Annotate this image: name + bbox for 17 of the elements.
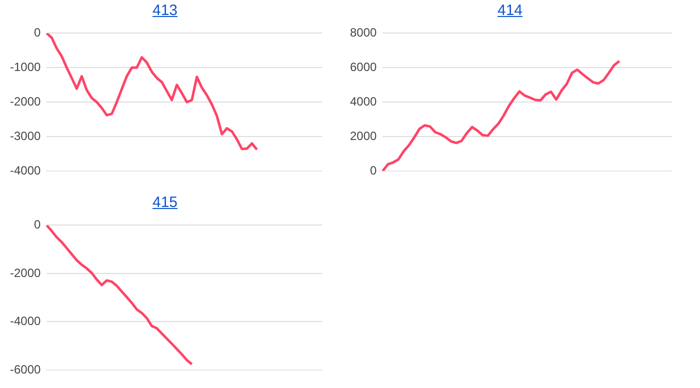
y-tick-label: 0 xyxy=(370,163,378,178)
y-tick-label: -3000 xyxy=(10,128,42,143)
y-tick-label: 8000 xyxy=(350,26,378,40)
y-tick-label: -2000 xyxy=(10,94,42,108)
y-tick-label: -4000 xyxy=(10,163,42,178)
y-tick-label: 2000 xyxy=(350,128,378,143)
chart-title: 415 xyxy=(151,194,179,211)
y-tick-label: -2000 xyxy=(10,266,42,280)
y-tick-label: -6000 xyxy=(10,362,42,376)
chart-title: 413 xyxy=(151,2,179,19)
y-tick-label: -4000 xyxy=(10,314,42,328)
y-tick-label: 6000 xyxy=(350,60,378,74)
y-tick-label: 0 xyxy=(34,26,42,40)
chart-title: 414 xyxy=(496,2,524,19)
y-tick-label: -1000 xyxy=(10,60,42,74)
y-tick-label: 0 xyxy=(34,218,42,232)
y-tick-label: 4000 xyxy=(350,94,378,108)
